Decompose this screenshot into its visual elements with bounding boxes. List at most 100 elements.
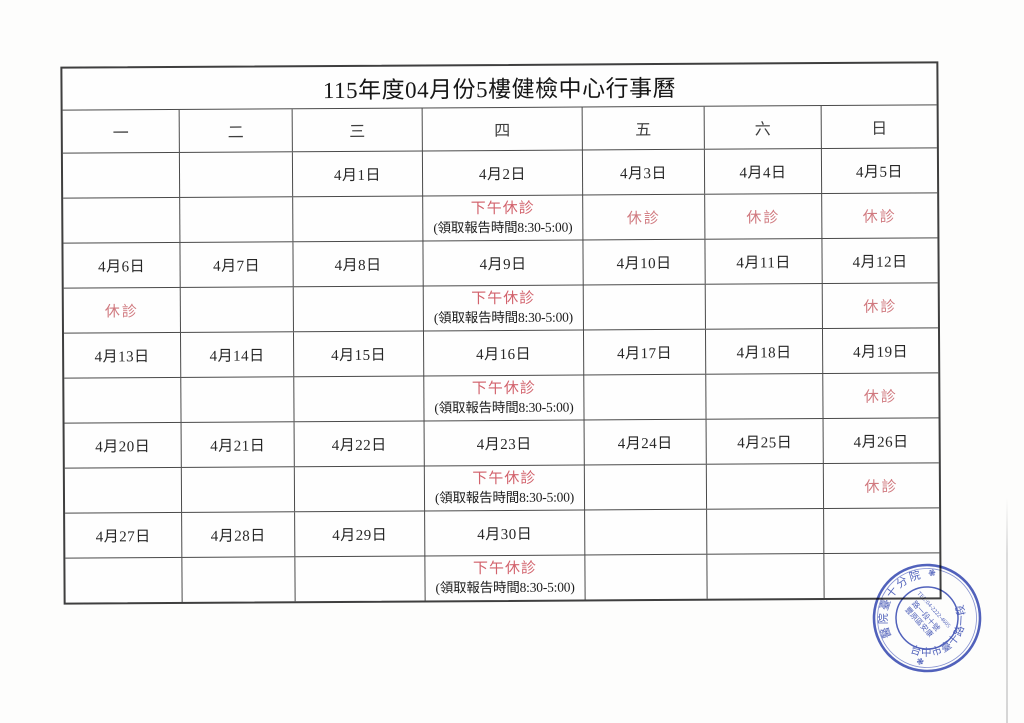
note-cell-pm-closed: 下午休診 (領取報告時間8:30-5:00) — [424, 375, 585, 421]
note-cell-empty — [706, 464, 825, 509]
date-cell: 4月21日 — [181, 422, 295, 467]
note-cell-pm-closed: 下午休診 (領取報告時間8:30-5:00) — [424, 465, 586, 511]
note-cell-empty — [584, 464, 708, 510]
note-cell-empty — [583, 284, 706, 330]
note-cell-closed: 休診 — [864, 479, 899, 496]
date-cell: 4月9日 — [423, 240, 584, 286]
note-cell-empty — [181, 467, 296, 512]
week5-date-row: 4月27日 4月28日 4月29日 4月30日 — [65, 508, 940, 559]
weekday-header-wed: 三 — [292, 108, 423, 152]
date-cell: 4月17日 — [583, 329, 707, 375]
date-cell: 4月12日 — [852, 254, 908, 271]
date-cell: 4月19日 — [853, 344, 909, 361]
date-cell-empty — [707, 509, 825, 554]
note-cell-closed: 休診 — [583, 194, 706, 240]
scan-page-edge-shadow — [1006, 498, 1008, 723]
pm-closed-label: 下午休診 — [472, 470, 537, 488]
date-cell: 4月26日 — [853, 434, 909, 451]
date-cell: 4月27日 — [65, 512, 183, 558]
note-cell-empty — [705, 284, 823, 329]
hospital-seal-stamp: 醫院臺十分院 台中市臺十路一段 ❃ ❃ 豐原區安康 路一段十號 TEL:04-2… — [866, 561, 984, 675]
week4-note-row: 下午休診 (領取報告時間8:30-5:00) 休診 — [64, 463, 940, 514]
date-cell: 4月3日 — [582, 149, 706, 195]
week4-date-row: 4月20日 4月21日 4月22日 4月23日 4月24日 4月25日 4月26… — [64, 418, 939, 469]
week1-date-row: 4月1日 4月2日 4月3日 4月4日 4月5日 — [62, 148, 938, 199]
note-cell-empty — [293, 196, 424, 242]
note-cell-empty — [181, 377, 295, 422]
date-cell: 4月23日 — [424, 420, 585, 466]
note-cell-pm-closed: 下午休診 (領取報告時間8:30-5:00) — [425, 555, 586, 601]
report-pickup-time: (領取報告時間8:30-5:00) — [433, 309, 573, 326]
note-cell-empty — [180, 287, 294, 332]
report-pickup-time: (領取報告時間8:30-5:00) — [433, 219, 573, 236]
page-title: 115年度04月份5樓健檢中心行事曆 — [322, 75, 677, 103]
weekday-header-sun: 日 — [871, 120, 888, 138]
week5-note-row: 下午休診 (領取報告時間8:30-5:00) — [65, 553, 939, 603]
note-cell-empty — [63, 197, 181, 243]
note-cell-empty — [64, 377, 182, 423]
note-cell-empty — [182, 557, 296, 602]
date-cell-empty — [824, 508, 939, 553]
date-cell: 4月5日 — [855, 164, 904, 181]
note-cell-empty — [294, 376, 425, 422]
note-cell-empty — [64, 467, 183, 513]
weekday-header-mon: 一 — [62, 109, 180, 153]
note-cell-empty — [293, 286, 424, 332]
note-cell-empty — [706, 374, 824, 419]
note-cell-empty — [295, 556, 426, 602]
note-cell-empty — [65, 557, 183, 603]
calendar-title-row: 115年度04月份5樓健檢中心行事曆 — [62, 63, 937, 111]
note-cell-empty — [585, 554, 708, 600]
date-cell: 4月15日 — [293, 331, 425, 377]
week3-note-row: 下午休診 (領取報告時間8:30-5:00) 休診 — [64, 373, 939, 424]
report-pickup-time: (領取報告時間8:30-5:00) — [435, 579, 575, 596]
note-cell-empty — [584, 374, 707, 420]
date-cell: 4月30日 — [425, 510, 586, 556]
calendar-table: 115年度04月份5樓健檢中心行事曆 一 二 三 四 五 六 日 4月1日 4月… — [60, 61, 942, 605]
note-cell-closed: 休診 — [705, 194, 823, 239]
pm-closed-label: 下午休診 — [470, 200, 535, 218]
date-cell: 4月14日 — [180, 332, 295, 377]
date-cell: 4月13日 — [63, 332, 182, 378]
note-cell-pm-closed: 下午休診 (領取報告時間8:30-5:00) — [423, 195, 584, 241]
date-cell: 4月2日 — [422, 150, 584, 196]
date-cell: 4月16日 — [423, 330, 585, 376]
week2-date-row: 4月6日 4月7日 4月8日 4月9日 4月10日 4月11日 4月12日 — [63, 238, 938, 289]
date-cell: 4月25日 — [706, 419, 824, 464]
date-cell: 4月10日 — [583, 239, 706, 285]
date-cell: 4月8日 — [293, 241, 424, 287]
weekday-header-sat: 六 — [704, 106, 822, 149]
date-cell: 4月1日 — [292, 151, 424, 197]
weekday-header-row: 一 二 三 四 五 六 日 — [62, 105, 937, 154]
pm-closed-label: 下午休診 — [472, 560, 537, 578]
report-pickup-time: (領取報告時間8:30-5:00) — [434, 399, 574, 416]
date-cell: 4月20日 — [64, 422, 182, 468]
date-cell: 4月7日 — [180, 242, 294, 287]
weekday-header-thu: 四 — [422, 107, 583, 151]
note-cell-pm-closed: 下午休診 (領取報告時間8:30-5:00) — [423, 285, 584, 331]
note-cell-closed: 休診 — [863, 299, 898, 316]
date-cell: 4月28日 — [182, 512, 296, 557]
date-cell: 4月6日 — [63, 242, 181, 288]
weekday-header-tue: 二 — [179, 109, 293, 152]
date-cell-empty — [62, 152, 181, 198]
note-cell-closed: 休診 — [862, 209, 897, 226]
weekday-header-fri: 五 — [582, 106, 705, 150]
pm-closed-label: 下午休診 — [471, 380, 536, 398]
week2-note-row: 休診 下午休診 (領取報告時間8:30-5:00) 休診 — [63, 283, 938, 334]
pm-closed-label: 下午休診 — [471, 290, 536, 308]
note-cell-empty — [707, 554, 825, 599]
report-pickup-time: (領取報告時間8:30-5:00) — [434, 489, 575, 506]
week3-date-row: 4月13日 4月14日 4月15日 4月16日 4月17日 4月18日 4月19… — [63, 328, 939, 379]
date-cell: 4月4日 — [704, 149, 823, 194]
note-cell-closed: 休診 — [63, 287, 181, 333]
date-cell: 4月24日 — [584, 419, 707, 465]
note-cell-empty — [180, 197, 294, 242]
note-cell-empty — [294, 466, 426, 512]
date-cell-empty — [179, 152, 294, 197]
date-cell: 4月29日 — [295, 511, 426, 557]
note-cell-closed: 休診 — [863, 389, 898, 406]
date-cell: 4月11日 — [705, 239, 823, 284]
week1-note-row: 下午休診 (領取報告時間8:30-5:00) 休診 休診 休診 — [63, 193, 938, 244]
